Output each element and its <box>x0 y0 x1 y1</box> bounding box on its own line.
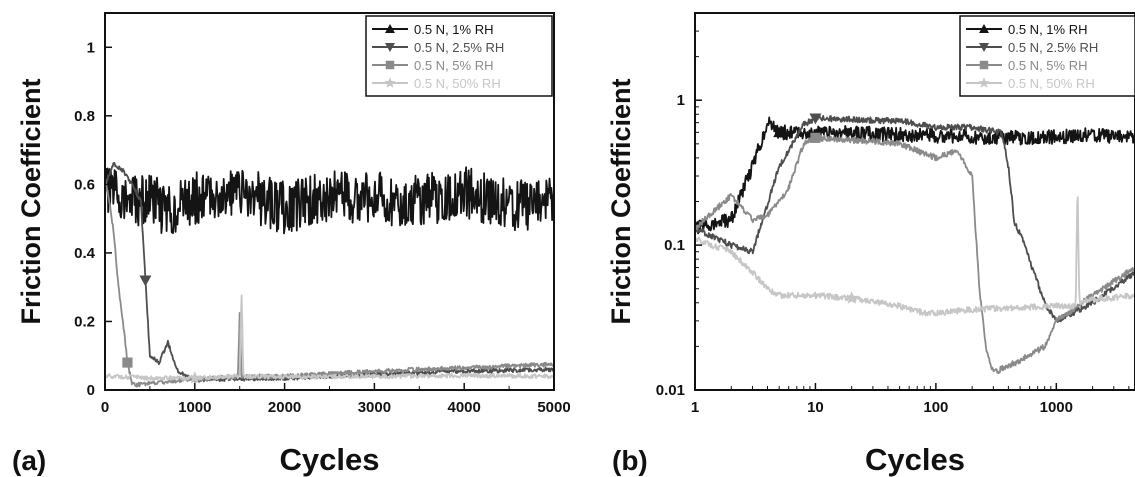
series-marker-1 <box>773 126 786 138</box>
legend-entry: 0.5 N, 2.5% RH <box>414 40 504 55</box>
series-line-1 <box>105 166 554 235</box>
y-tick-label: 0.01 <box>656 382 685 399</box>
legend-marker <box>979 60 989 70</box>
y-tick-label: 1 <box>677 92 685 109</box>
y-axis-label: Friction Coefficient <box>606 78 636 324</box>
x-tick-label: 10 <box>807 399 824 416</box>
legend-marker <box>979 43 989 52</box>
x-tick-label: 1 <box>691 399 699 416</box>
legend-marker <box>384 77 396 88</box>
x-tick-label: 5000 <box>537 399 570 416</box>
series-line-3 <box>695 134 1135 375</box>
x-tick-label: 4000 <box>448 399 481 416</box>
series-marker-2 <box>809 113 822 125</box>
legend-entry: 0.5 N, 5% RH <box>414 58 493 73</box>
legend-marker <box>385 24 395 33</box>
series-marker-3 <box>122 357 133 368</box>
panel-a: 0 1000 2000 3000 4000 5000 0 0.2 0.4 0.6 0.8 1 Frict… <box>16 12 571 477</box>
legend-entry: 0.5 N, 1% RH <box>414 22 493 37</box>
x-tick-label: 0 <box>101 399 109 416</box>
y-tick-label: 0.4 <box>74 245 96 262</box>
panel-label-b: (b) <box>612 445 648 476</box>
panel-b: 1 10 100 1000 0.01 0.1 1 Friction Coefficient Cy… <box>606 12 1135 477</box>
panel-label-a: (a) <box>12 445 46 476</box>
series-line-4 <box>105 294 554 381</box>
y-tick-label: 0.8 <box>74 108 95 125</box>
y-tick-label: 1 <box>87 39 95 56</box>
legend-entry: 0.5 N, 5% RH <box>1008 58 1087 73</box>
legend-entry: 0.5 N, 2.5% RH <box>1008 40 1098 55</box>
y-tick-label: 0.6 <box>74 176 95 193</box>
series-line-4 <box>695 196 1135 317</box>
series-line-3 <box>105 176 554 388</box>
x-tick-label: 1000 <box>178 399 211 416</box>
series-marker-2 <box>139 275 152 287</box>
legend-marker <box>978 77 990 88</box>
x-axis-label: Cycles <box>865 442 965 477</box>
legend-entry: 0.5 N, 50% RH <box>1008 76 1095 91</box>
series-line-1 <box>695 116 1135 235</box>
legend-entry: 0.5 N, 1% RH <box>1008 22 1087 37</box>
series-line-2 <box>105 161 554 383</box>
y-tick-label: 0.2 <box>74 313 95 330</box>
y-axis-label: Friction Coefficient <box>16 78 46 324</box>
y-tick-label: 0.1 <box>664 237 685 254</box>
series-marker-4 <box>188 371 202 384</box>
x-tick-label: 100 <box>923 399 948 416</box>
legend-marker <box>385 43 395 52</box>
series-group <box>695 113 1135 375</box>
x-tick-label: 1000 <box>1040 399 1073 416</box>
legend: 0.5 N, 1% RH 0.5 N, 2.5% RH 0.5 N, 5% RH 0.… <box>959 15 1135 97</box>
series-marker-4 <box>845 291 859 304</box>
x-axis-label: Cycles <box>280 442 380 477</box>
legend-entry: 0.5 N, 50% RH <box>414 76 501 91</box>
legend: 0.5 N, 1% RH 0.5 N, 2.5% RH 0.5 N, 5% RH 0.… <box>365 15 553 97</box>
legend-marker <box>979 24 989 33</box>
y-tick-label: 0 <box>87 382 95 399</box>
legend-marker <box>385 60 395 70</box>
x-tick-label: 3000 <box>358 399 391 416</box>
x-tick-label: 2000 <box>268 399 301 416</box>
series-marker-3 <box>810 132 821 143</box>
series-group <box>105 161 554 388</box>
